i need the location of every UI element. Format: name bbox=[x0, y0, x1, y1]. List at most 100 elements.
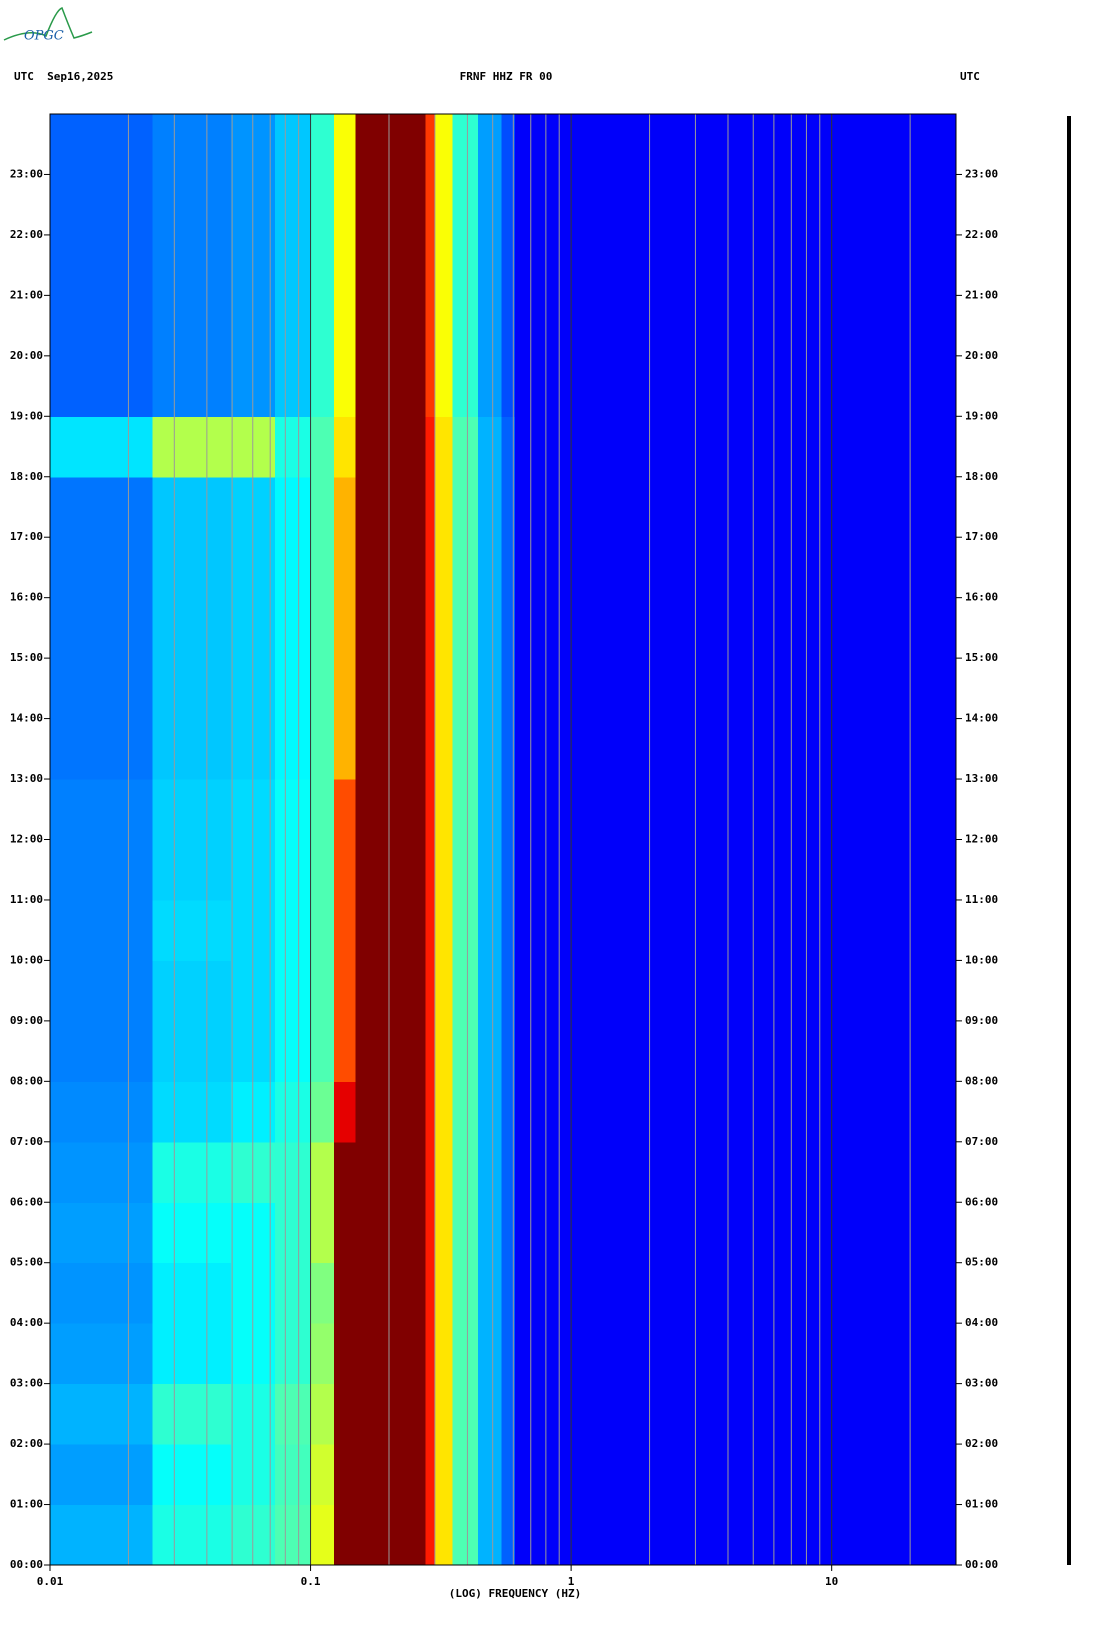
cell bbox=[355, 1141, 426, 1203]
y-tick-label: 05:00 bbox=[10, 1256, 43, 1269]
cell bbox=[310, 476, 335, 538]
cell bbox=[310, 960, 335, 1022]
cell bbox=[501, 1504, 516, 1566]
cell bbox=[425, 416, 436, 478]
y-tick-label: 20:00 bbox=[10, 349, 43, 362]
cell bbox=[425, 174, 436, 236]
cell bbox=[310, 1262, 335, 1324]
cell bbox=[515, 658, 957, 720]
cell bbox=[152, 1383, 232, 1445]
cell bbox=[333, 899, 357, 961]
cell bbox=[478, 1262, 502, 1324]
cell bbox=[152, 537, 232, 599]
cell bbox=[515, 1202, 957, 1264]
cell bbox=[310, 1383, 335, 1445]
cell bbox=[452, 779, 479, 840]
cell bbox=[152, 1323, 232, 1385]
cell bbox=[152, 1202, 232, 1264]
cell bbox=[452, 114, 479, 175]
cell bbox=[355, 1323, 426, 1385]
y-tick-label-right: 08:00 bbox=[965, 1074, 998, 1087]
cell bbox=[50, 234, 153, 296]
cell bbox=[50, 355, 153, 417]
cell bbox=[152, 1141, 232, 1203]
cell bbox=[501, 1020, 516, 1082]
cell bbox=[355, 1262, 426, 1324]
cell bbox=[355, 1383, 426, 1445]
y-tick-label: 01:00 bbox=[10, 1498, 43, 1511]
cell bbox=[274, 476, 312, 538]
y-tick-label-right: 00:00 bbox=[965, 1558, 998, 1571]
cell bbox=[310, 1504, 335, 1566]
x-axis-label: (LOG) FREQUENCY (HZ) bbox=[449, 1587, 581, 1600]
cell bbox=[501, 416, 516, 478]
cell bbox=[425, 960, 436, 1022]
cell bbox=[274, 779, 312, 840]
cell bbox=[452, 1323, 479, 1385]
cell bbox=[355, 295, 426, 357]
y-tick-label: 10:00 bbox=[10, 953, 43, 966]
cell bbox=[333, 1202, 357, 1264]
y-tick-label: 03:00 bbox=[10, 1377, 43, 1390]
title-right: UTC bbox=[960, 70, 980, 83]
cell bbox=[452, 1081, 479, 1143]
cell bbox=[333, 537, 357, 599]
y-tick-label: 13:00 bbox=[10, 772, 43, 785]
cell bbox=[452, 1444, 479, 1506]
cell bbox=[425, 779, 436, 840]
cell bbox=[452, 1020, 479, 1082]
cell bbox=[274, 114, 312, 175]
cell bbox=[434, 1444, 453, 1506]
y-tick-label-right: 01:00 bbox=[965, 1498, 998, 1511]
cell bbox=[434, 234, 453, 296]
cell bbox=[274, 658, 312, 720]
cell bbox=[478, 1504, 502, 1566]
cell bbox=[515, 1383, 957, 1445]
cell bbox=[355, 718, 426, 780]
cell bbox=[152, 839, 232, 901]
cell bbox=[452, 597, 479, 659]
y-tick-label: 00:00 bbox=[10, 1558, 43, 1571]
cell bbox=[515, 537, 957, 599]
y-tick-label-right: 03:00 bbox=[965, 1377, 998, 1390]
y-tick-label-right: 13:00 bbox=[965, 772, 998, 785]
cell bbox=[274, 597, 312, 659]
title-left: UTC Sep16,2025 bbox=[14, 70, 113, 83]
cell bbox=[434, 1020, 453, 1082]
cell bbox=[434, 658, 453, 720]
cell bbox=[152, 658, 232, 720]
cell bbox=[425, 1323, 436, 1385]
cell bbox=[434, 416, 453, 478]
cell bbox=[515, 1081, 957, 1143]
cell bbox=[478, 1202, 502, 1264]
cell bbox=[274, 1202, 312, 1264]
cell bbox=[478, 114, 502, 175]
cell bbox=[478, 839, 502, 901]
cell bbox=[425, 1504, 436, 1566]
y-tick-label-right: 14:00 bbox=[965, 712, 998, 725]
cell bbox=[501, 355, 516, 417]
cell bbox=[501, 718, 516, 780]
cell bbox=[425, 839, 436, 901]
cell bbox=[452, 295, 479, 357]
cell bbox=[425, 355, 436, 417]
cell bbox=[333, 1383, 357, 1445]
cell bbox=[425, 1262, 436, 1324]
cell bbox=[501, 114, 516, 175]
cell bbox=[478, 658, 502, 720]
cell bbox=[50, 537, 153, 599]
cell bbox=[501, 779, 516, 840]
cell bbox=[152, 234, 232, 296]
cell bbox=[425, 295, 436, 357]
y-tick-label: 17:00 bbox=[10, 530, 43, 543]
y-tick-label-right: 07:00 bbox=[965, 1135, 998, 1148]
cell bbox=[478, 899, 502, 961]
cell bbox=[434, 597, 453, 659]
cell bbox=[355, 960, 426, 1022]
cell bbox=[478, 718, 502, 780]
cell bbox=[425, 1141, 436, 1203]
cell bbox=[501, 1444, 516, 1506]
y-tick-label-right: 12:00 bbox=[965, 833, 998, 846]
y-tick-label: 19:00 bbox=[10, 409, 43, 422]
cell bbox=[452, 1383, 479, 1445]
